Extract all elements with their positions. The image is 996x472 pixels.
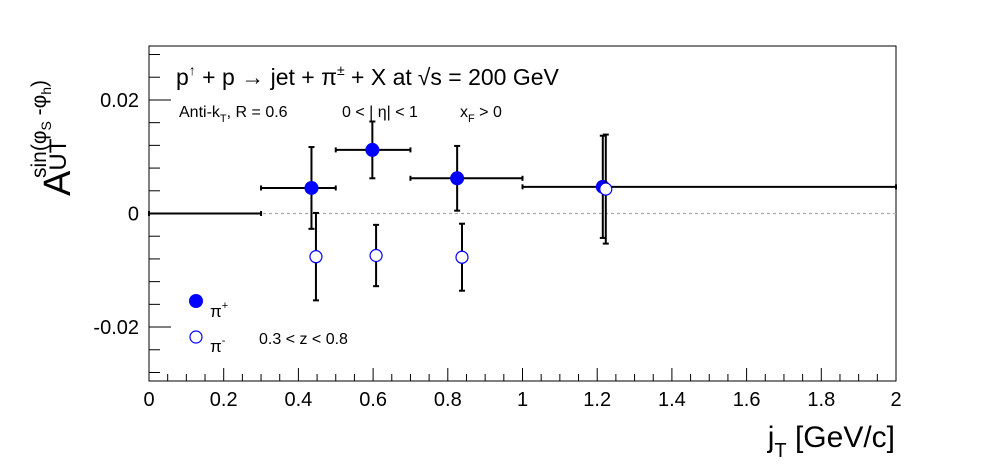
cut-xf: xF > 0: [460, 104, 502, 125]
data-point: [365, 142, 380, 157]
x-tick-label: 0.4: [284, 389, 312, 411]
chart-title: p↑ + p → jet + π± + X at √s = 200 GeV: [176, 62, 560, 90]
series-pi-plus: [148, 120, 897, 239]
y-tick-label: 0.02: [100, 90, 139, 112]
data-point: [304, 180, 319, 195]
x-tick-label: 1.8: [807, 389, 835, 411]
legend-marker-pi-plus: [189, 294, 203, 308]
data-point: [455, 250, 469, 264]
cut-eta: 0 < | η| < 1: [342, 104, 418, 121]
legend-z-range: 0.3 < z < 0.8: [259, 331, 348, 348]
data-point: [450, 171, 465, 186]
tick-layer: 0 0.2 0.4 0.6 0.8 1 1.2 1.4 1.6 1.8 2 -0.02 0 0.02: [93, 54, 902, 411]
x-tick-label: 0.6: [359, 389, 387, 411]
series-pi-minus: [309, 133, 613, 302]
legend-label-pi-minus: π-: [210, 335, 226, 356]
legend: π+ π- 0.3 < z < 0.8: [189, 294, 348, 356]
x-tick-label: 1.2: [583, 389, 611, 411]
y-tick-label: -0.02: [93, 317, 139, 339]
legend-marker-pi-minus: [189, 330, 203, 344]
x-tick-label: 2: [890, 389, 901, 411]
svg-text:sin(φS -φh): sin(φS -φh): [28, 80, 54, 178]
x-tick-label: 1: [517, 389, 528, 411]
x-tick-label: 0.2: [210, 389, 238, 411]
data-layer: [148, 120, 897, 302]
legend-label-pi-plus: π+: [210, 300, 228, 321]
y-axis-title: AUT sin(φS -φh): [28, 80, 79, 196]
data-point: [369, 248, 383, 263]
x-tick-label: 0: [143, 389, 154, 411]
y-tick-label: 0: [128, 204, 139, 226]
cut-antikt: Anti-kT, R = 0.6: [179, 104, 288, 125]
svg-text:AUT: AUT: [37, 138, 79, 196]
x-tick-label: 1.6: [733, 389, 761, 411]
x-axis-title: jT [GeV/c]: [767, 421, 895, 462]
data-point: [309, 250, 323, 264]
data-point: [599, 182, 613, 196]
x-tick-label: 1.4: [658, 389, 686, 411]
x-tick-label: 0.8: [434, 389, 462, 411]
